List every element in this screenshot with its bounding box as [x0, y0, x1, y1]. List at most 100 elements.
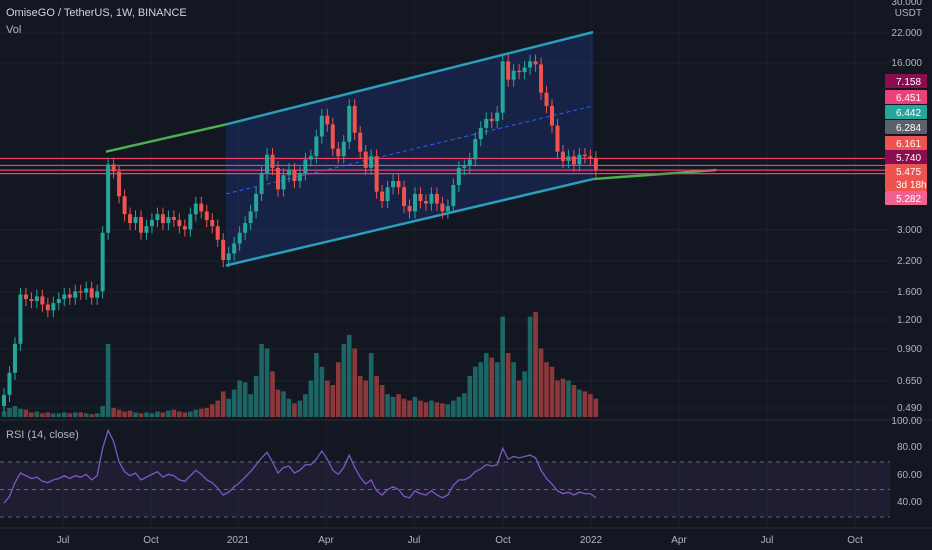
- candle-body[interactable]: [396, 181, 401, 188]
- candle-body[interactable]: [128, 214, 133, 224]
- candle-body[interactable]: [117, 171, 122, 197]
- candle-body[interactable]: [51, 303, 56, 311]
- rsi-label[interactable]: RSI (14, close): [6, 429, 79, 441]
- candle-body[interactable]: [451, 185, 456, 207]
- candle-body[interactable]: [177, 219, 182, 227]
- candle-body[interactable]: [56, 299, 61, 304]
- rsi-pane[interactable]: [0, 428, 890, 518]
- candle-body[interactable]: [593, 157, 598, 171]
- candle-body[interactable]: [95, 291, 100, 298]
- candle-body[interactable]: [413, 193, 417, 212]
- candle-body[interactable]: [139, 217, 143, 233]
- time-axis[interactable]: Jul Oct 2021 Apr Jul Oct 2022 Apr Jul Oct: [57, 535, 863, 546]
- candle-body[interactable]: [539, 64, 544, 93]
- candle-body[interactable]: [7, 372, 12, 395]
- candle-body[interactable]: [78, 291, 83, 293]
- candle-body[interactable]: [243, 223, 248, 233]
- candle-body[interactable]: [297, 173, 302, 182]
- candle-body[interactable]: [489, 118, 494, 122]
- candle-body[interactable]: [385, 187, 390, 202]
- candle-body[interactable]: [560, 151, 565, 162]
- candlestick-series[interactable]: [2, 54, 598, 414]
- candle-body[interactable]: [226, 253, 231, 260]
- candle-body[interactable]: [571, 156, 576, 165]
- candle-body[interactable]: [407, 206, 412, 212]
- candle-body[interactable]: [429, 193, 434, 204]
- candle-body[interactable]: [511, 70, 516, 80]
- candle-body[interactable]: [133, 217, 138, 224]
- candle-body[interactable]: [286, 169, 291, 176]
- candle-body[interactable]: [270, 154, 275, 168]
- horizontal-levels[interactable]: [0, 157, 890, 175]
- candle-body[interactable]: [473, 139, 478, 160]
- candle-body[interactable]: [588, 156, 593, 158]
- candle-body[interactable]: [380, 191, 385, 202]
- candle-body[interactable]: [484, 118, 489, 128]
- candle-body[interactable]: [193, 203, 198, 215]
- candle-body[interactable]: [506, 61, 511, 80]
- candle-body[interactable]: [336, 148, 341, 157]
- candle-body[interactable]: [67, 294, 72, 298]
- candle-body[interactable]: [18, 294, 23, 344]
- candle-body[interactable]: [210, 219, 215, 227]
- candle-body[interactable]: [144, 226, 149, 233]
- candle-body[interactable]: [248, 211, 253, 224]
- candle-body[interactable]: [292, 169, 297, 182]
- candle-body[interactable]: [544, 92, 549, 106]
- candle-body[interactable]: [89, 288, 94, 298]
- candle-body[interactable]: [467, 159, 472, 167]
- candle-body[interactable]: [221, 239, 226, 260]
- candle-body[interactable]: [237, 232, 242, 244]
- candle-body[interactable]: [23, 294, 28, 300]
- candle-body[interactable]: [462, 166, 467, 168]
- candle-body[interactable]: [402, 187, 407, 207]
- candle-body[interactable]: [188, 214, 193, 230]
- candle-body[interactable]: [347, 105, 352, 142]
- candle-body[interactable]: [276, 167, 280, 190]
- candle-body[interactable]: [149, 219, 154, 227]
- symbol-title[interactable]: OmiseGO / TetherUS, 1W, BINANCE: [6, 7, 187, 19]
- candle-body[interactable]: [555, 125, 560, 152]
- candle-body[interactable]: [391, 181, 396, 188]
- candle-body[interactable]: [100, 232, 105, 292]
- candle-body[interactable]: [281, 175, 286, 190]
- candle-body[interactable]: [352, 105, 357, 133]
- candle-body[interactable]: [341, 141, 346, 157]
- candle-body[interactable]: [319, 115, 324, 137]
- candle-body[interactable]: [445, 206, 450, 212]
- rsi-line[interactable]: [3, 428, 597, 504]
- support-extension-line[interactable]: [593, 168, 717, 181]
- candle-body[interactable]: [73, 291, 78, 298]
- volume-label[interactable]: Vol: [6, 24, 22, 36]
- candle-body[interactable]: [577, 154, 582, 165]
- candle-body[interactable]: [325, 115, 330, 125]
- candle-body[interactable]: [434, 193, 439, 204]
- candle-body[interactable]: [456, 167, 461, 186]
- candle-body[interactable]: [29, 299, 34, 302]
- candle-body[interactable]: [265, 154, 270, 174]
- candle-body[interactable]: [330, 124, 335, 149]
- candle-body[interactable]: [582, 154, 587, 157]
- candle-body[interactable]: [160, 214, 165, 224]
- candle-body[interactable]: [423, 201, 428, 204]
- candle-body[interactable]: [204, 211, 209, 220]
- candle-body[interactable]: [566, 156, 571, 162]
- candle-body[interactable]: [122, 196, 127, 215]
- candle-body[interactable]: [106, 164, 111, 233]
- candle-body[interactable]: [62, 294, 67, 300]
- candle-body[interactable]: [500, 61, 505, 113]
- candle-body[interactable]: [45, 304, 50, 311]
- candle-body[interactable]: [111, 164, 116, 172]
- candle-body[interactable]: [358, 132, 363, 152]
- candle-body[interactable]: [522, 67, 527, 73]
- candle-body[interactable]: [528, 61, 533, 68]
- candle-body[interactable]: [259, 173, 264, 194]
- candle-body[interactable]: [533, 61, 538, 65]
- candle-body[interactable]: [440, 203, 445, 212]
- channel-upper-line[interactable]: [225, 30, 594, 126]
- candle-body[interactable]: [12, 343, 17, 373]
- candle-body[interactable]: [418, 193, 423, 202]
- candle-body[interactable]: [34, 296, 39, 302]
